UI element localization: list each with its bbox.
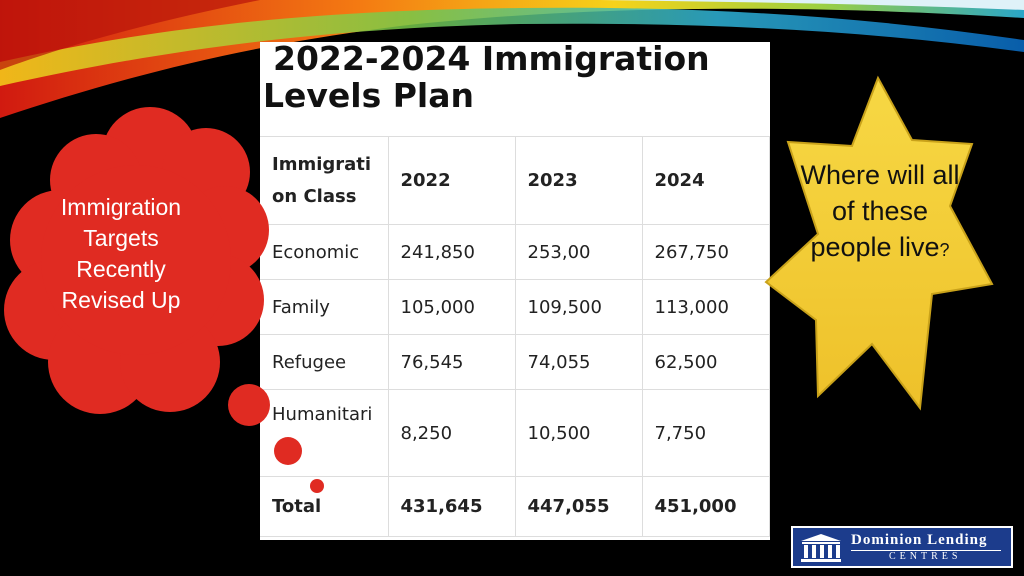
table-row: Family 105,000 109,500 113,000 bbox=[260, 279, 770, 335]
star-callout-shape bbox=[764, 75, 994, 411]
bubble-callout-text: Immigration Targets Recently Revised Up bbox=[60, 194, 182, 313]
immigration-levels-table: Immigrati on Class 2022 2023 2024 Econom… bbox=[260, 136, 770, 537]
star-callout-text: Where will all of these people live? bbox=[800, 157, 960, 268]
row-label: Economic bbox=[260, 224, 389, 280]
star-text-question-mark: ? bbox=[939, 240, 950, 260]
total-cell: 431,645 bbox=[387, 476, 516, 537]
table-total-row: Total 431,645 447,055 451,000 bbox=[260, 476, 770, 537]
cell: 267,750 bbox=[641, 224, 770, 280]
cell: 109,500 bbox=[514, 279, 643, 335]
building-columns-icon bbox=[801, 534, 841, 562]
cell: 7,750 bbox=[641, 389, 770, 477]
total-cell: 447,055 bbox=[514, 476, 643, 537]
cell: 62,500 bbox=[641, 334, 770, 390]
cell: 8,250 bbox=[387, 389, 516, 477]
title-line-2: Levels Plan bbox=[263, 76, 475, 115]
cell: 241,850 bbox=[387, 224, 516, 280]
table-row: Refugee 76,545 74,055 62,500 bbox=[260, 334, 770, 390]
thought-bubble-shape bbox=[4, 107, 324, 493]
cell: 10,500 bbox=[514, 389, 643, 477]
header-year: 2023 bbox=[514, 136, 643, 225]
star-text-main: Where will all of these people live bbox=[800, 160, 960, 262]
cell: 74,055 bbox=[514, 334, 643, 390]
cell: 253,00 bbox=[514, 224, 643, 280]
table-header-row: Immigrati on Class 2022 2023 2024 bbox=[260, 136, 770, 225]
logo-sub-text: CENTRES bbox=[889, 551, 962, 562]
cell: 76,545 bbox=[387, 334, 516, 390]
total-label: Total bbox=[260, 476, 389, 537]
dominion-lending-logo: Dominion Lending CENTRES bbox=[791, 526, 1013, 568]
header-year: 2024 bbox=[641, 136, 770, 225]
total-cell: 451,000 bbox=[641, 476, 770, 537]
table-row: Economic 241,850 253,00 267,750 bbox=[260, 224, 770, 280]
cell: 113,000 bbox=[641, 279, 770, 335]
cell: 105,000 bbox=[387, 279, 516, 335]
logo-divider bbox=[851, 550, 1001, 551]
title-line-1: 2022-2024 Immigration bbox=[273, 39, 710, 78]
rainbow-swoosh-decoration bbox=[0, 0, 1024, 118]
logo-name-text: Dominion Lending bbox=[851, 532, 988, 548]
slide-title: 2022-2024 Immigration Levels Plan bbox=[263, 40, 710, 114]
header-year: 2022 bbox=[387, 136, 516, 225]
